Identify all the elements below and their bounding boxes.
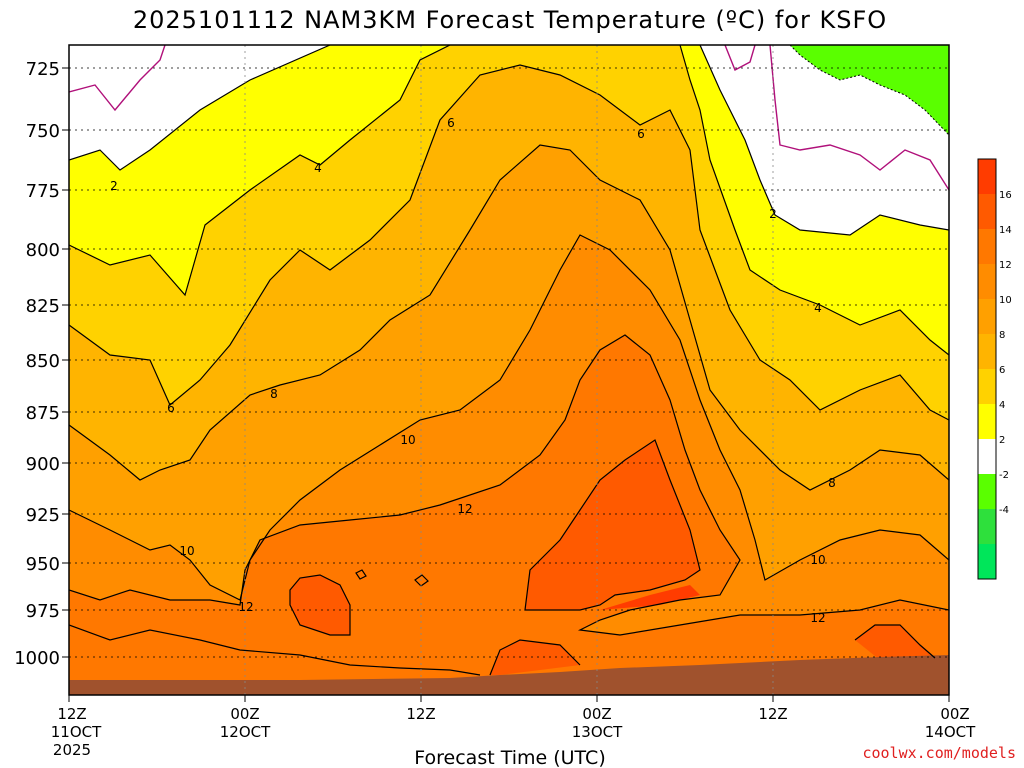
colorbar-tick-label: 14	[999, 225, 1012, 236]
y-axis: 725 750 775 800 825 850 875 900 925 950 …	[14, 59, 69, 669]
band-12-14	[69, 335, 949, 695]
y-tick-label: 800	[26, 240, 60, 261]
x-tick-label: 00Z	[230, 705, 259, 723]
x-tick-label: 12Z	[57, 705, 86, 723]
colorbar-frame	[977, 158, 997, 580]
colorbar-segment	[978, 369, 996, 404]
colorbar-tick-label: 8	[999, 330, 1005, 341]
colorbar-segment	[978, 229, 996, 264]
x-tick-date: 14OCT	[925, 723, 976, 741]
colorbar-segment	[978, 264, 996, 299]
contour-lines	[69, 45, 949, 676]
band-14-16	[290, 440, 935, 675]
contour-label: 6	[167, 401, 175, 415]
colorbar-tick-label: 2	[999, 435, 1005, 446]
plot-area: 2 4 6 6 6 8 8 10 10 10 12 12 12 2 4	[69, 45, 949, 695]
contour-label: 4	[814, 301, 822, 315]
colorbar-tick-label: 10	[999, 295, 1012, 306]
y-tick-label: 750	[26, 121, 60, 142]
x-tick-label: 00Z	[940, 705, 969, 723]
y-tick-label: 950	[26, 554, 60, 575]
x-tick-year: 2025	[53, 741, 91, 759]
grid-horizontal	[69, 67, 949, 658]
x-tick-date: 11OCT	[51, 723, 102, 741]
y-tick-label: 875	[26, 403, 60, 424]
colorbar-segment	[978, 334, 996, 369]
contour-label: 2	[110, 179, 118, 193]
contour-label-group: 2 4 6 6 6 8 8 10 10 10 12 12 12 2 4	[110, 116, 836, 625]
contour-label: 4	[314, 161, 322, 175]
band-12-14-low	[69, 625, 480, 685]
plot-frame	[68, 44, 950, 696]
y-tick-label: 900	[26, 454, 60, 475]
freezing-contour	[69, 45, 949, 191]
chart-title: 2025101112 NAM3KM Forecast Temperature (…	[133, 6, 887, 34]
contour-label: 8	[270, 387, 278, 401]
y-tick-label: 975	[26, 601, 60, 622]
colorbar-segment	[978, 509, 996, 544]
contour-label: 10	[810, 553, 825, 567]
contour-label: 2	[769, 207, 777, 221]
y-tick-label: 925	[26, 505, 60, 526]
terrain	[69, 655, 949, 695]
colorbar-segment	[978, 439, 996, 474]
colorbar-tick-label: -4	[999, 505, 1009, 516]
y-tick-label: 775	[26, 181, 60, 202]
x-axis-title: Forecast Time (UTC)	[414, 747, 605, 768]
colorbar-tick-label: 16	[999, 190, 1012, 201]
contour-label: 10	[179, 544, 194, 558]
x-axis: 12Z 11OCT 2025 00Z 12OCT 12Z 00Z 13OCT 1…	[51, 695, 976, 759]
colorbar-tick-label: -2	[999, 470, 1009, 481]
credit-text: coolwx.com/models	[862, 744, 1016, 762]
x-tick-date: 12OCT	[220, 723, 271, 741]
band-negative	[790, 45, 949, 135]
x-tick-date: 13OCT	[572, 723, 623, 741]
colorbar-segment	[978, 544, 996, 579]
y-tick-label: 725	[26, 59, 60, 80]
contour-label: 12	[810, 611, 825, 625]
colorbar-tick-label: 4	[999, 400, 1005, 411]
colorbar-segment	[978, 159, 996, 194]
colorbar-segment	[978, 474, 996, 509]
band-above-16	[600, 585, 700, 610]
grid-vertical	[244, 45, 774, 695]
colorbar-segment	[978, 194, 996, 229]
colorbar: 16 14 12 10 8 6 4 2 -2 -4	[977, 158, 1012, 580]
contour-label: 8	[828, 476, 836, 490]
y-tick-label: 850	[26, 351, 60, 372]
contour-label: 6	[637, 127, 645, 141]
colorbar-segment	[978, 404, 996, 439]
colorbar-segment	[978, 299, 996, 334]
colorbar-tick-label: 6	[999, 365, 1005, 376]
x-tick-label: 12Z	[406, 705, 435, 723]
contour-label: 10	[400, 433, 415, 447]
contour-label: 6	[447, 116, 455, 130]
minus-two-contour	[789, 45, 949, 136]
contour-label: 12	[238, 600, 253, 614]
x-tick-label: 12Z	[758, 705, 787, 723]
colorbar-tick-label: 12	[999, 260, 1012, 271]
x-tick-label: 00Z	[582, 705, 611, 723]
y-tick-label: 1000	[14, 648, 60, 669]
y-tick-label: 825	[26, 296, 60, 317]
contour-label: 12	[457, 502, 472, 516]
